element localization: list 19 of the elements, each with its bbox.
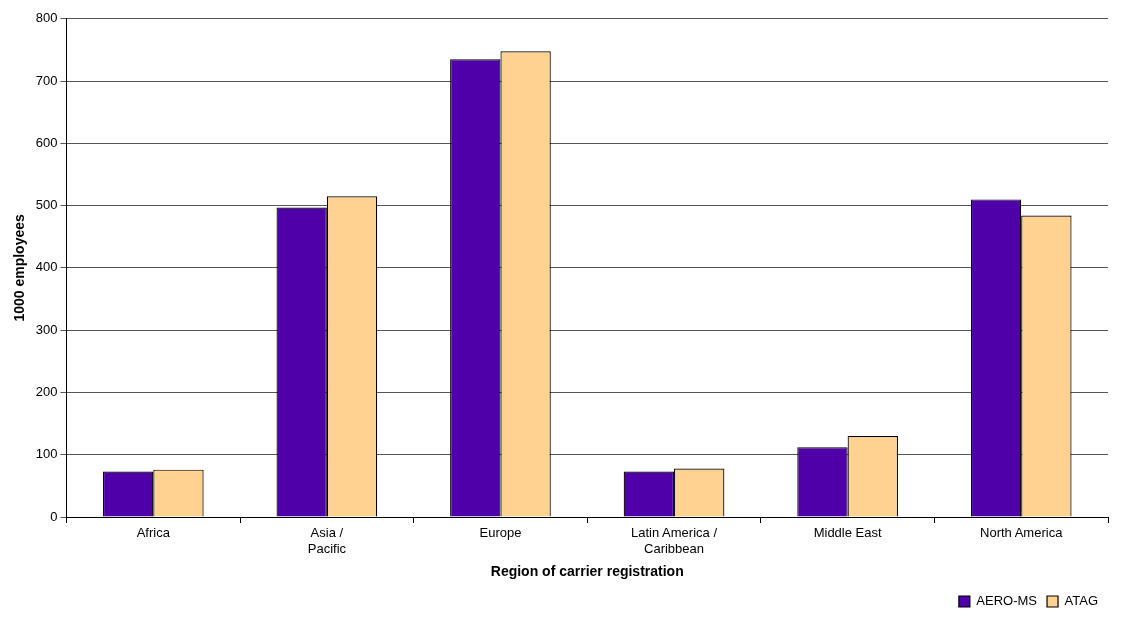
x-tick-label: North America xyxy=(980,525,1064,541)
y-tick-label: 100 xyxy=(35,446,58,462)
y-tick-label: 300 xyxy=(35,321,58,337)
y-tick-label: 0 xyxy=(50,508,58,524)
y-axis-title: 1000 employees xyxy=(11,213,28,322)
x-tick-label: Latin America / Caribbean xyxy=(631,525,718,556)
x-tick-label: Asia / Pacific xyxy=(307,525,347,556)
x-axis-title: Region of carrier registration xyxy=(490,563,684,580)
y-tick-label: 700 xyxy=(35,72,58,88)
legend-label: AERO-MS xyxy=(976,593,1038,609)
x-tick-label: Middle East xyxy=(813,525,882,541)
y-tick-label: 200 xyxy=(35,384,58,400)
x-tick-label: Africa xyxy=(136,525,171,541)
x-tick-label: Europe xyxy=(479,525,522,541)
legend-label: ATAG xyxy=(1064,593,1098,609)
y-tick-label: 500 xyxy=(35,197,58,213)
y-tick-label: 600 xyxy=(35,134,58,150)
y-tick-label: 400 xyxy=(35,259,58,275)
y-tick-label: 800 xyxy=(35,10,58,26)
